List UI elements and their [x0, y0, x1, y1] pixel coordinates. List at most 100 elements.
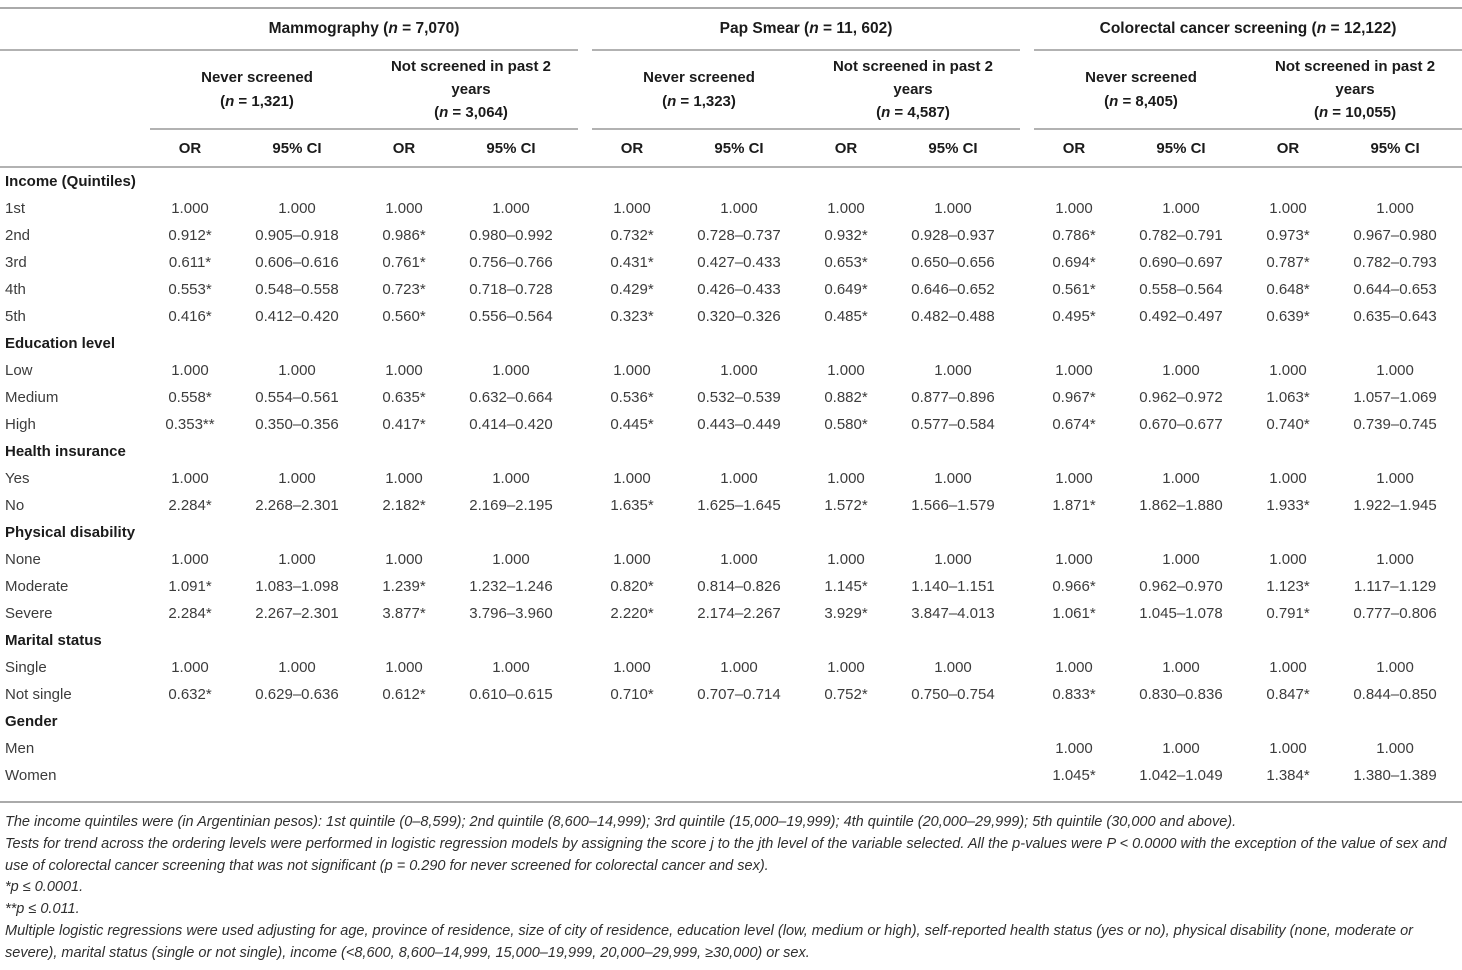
- ci-value: 1.140–1.151: [911, 578, 995, 595]
- subgroup-title-colorectal-not-screened-2y: Not screened in past 2 years (n = 10,055…: [1248, 50, 1462, 130]
- or-value: 0.791*: [1266, 605, 1310, 622]
- col-header-or: OR: [364, 129, 444, 168]
- column-gap: [578, 276, 592, 303]
- row-label: Women: [5, 767, 57, 784]
- stub-cell: [0, 129, 150, 168]
- ci-value: 1.000: [720, 551, 758, 568]
- ci-value: 1.000: [1162, 200, 1200, 217]
- or-value: 1.000: [827, 200, 865, 217]
- ci-value: 0.962–0.972: [1139, 389, 1223, 406]
- or-value: 1.000: [171, 362, 209, 379]
- or-value: 1.635*: [610, 497, 654, 514]
- ci-value: 0.646–0.652: [911, 281, 995, 298]
- or-value: 2.284*: [168, 605, 212, 622]
- or-value: 1.061*: [1052, 605, 1096, 622]
- or-value: 0.986*: [382, 227, 426, 244]
- or-value: 1.091*: [168, 578, 212, 595]
- table-row: 5th 0.416* 0.412–0.420 0.560* 0.556–0.564 0.3…: [0, 303, 1462, 330]
- table-body: Income (Quintiles) 1st 1.000 1.000 1.000 1.00…: [0, 167, 1462, 789]
- or-value: [150, 762, 230, 789]
- ci-value: 0.350–0.356: [255, 416, 339, 433]
- ci-value: 1.000: [720, 200, 758, 217]
- ci-value: 1.000: [934, 659, 972, 676]
- table-row: None 1.000 1.000 1.000 1.000 1.000 1.000 1.000 1…: [0, 546, 1462, 573]
- column-gap: [1020, 681, 1034, 708]
- column-gap: [1020, 600, 1034, 627]
- or-value: 0.445*: [610, 416, 654, 433]
- column-gap: [578, 9, 592, 50]
- col-header-ci: 95% CI: [1114, 129, 1249, 168]
- column-gap: [578, 492, 592, 519]
- or-value: 1.000: [827, 470, 865, 487]
- or-value: 0.323*: [610, 308, 654, 325]
- section-header: Gender: [5, 713, 58, 730]
- section-header-row: Income (Quintiles): [0, 167, 1462, 195]
- section-header: Income (Quintiles): [5, 173, 136, 190]
- section-header: Physical disability: [5, 524, 136, 541]
- ci-value: 1.000: [1376, 362, 1414, 379]
- column-gap: [578, 303, 592, 330]
- stub-cell: [0, 9, 150, 51]
- column-gap: [1020, 465, 1034, 492]
- col-header-or: OR: [592, 129, 672, 168]
- section-header-row: Gender: [0, 708, 1462, 735]
- column-gap: [578, 654, 592, 681]
- ci-value: 1.000: [720, 362, 758, 379]
- ci-value: 1.057–1.069: [1353, 389, 1437, 406]
- ci-value: 1.000: [934, 470, 972, 487]
- or-value: 0.761*: [382, 254, 426, 271]
- col-header-row: OR 95% CI OR 95% CI OR 95% CI OR 95% CI …: [0, 129, 1462, 168]
- ci-value: [886, 762, 1020, 789]
- or-value: 1.000: [1055, 470, 1093, 487]
- ci-value: 1.625–1.645: [697, 497, 781, 514]
- ci-value: 1.000: [934, 551, 972, 568]
- or-value: [806, 762, 886, 789]
- or-value: 0.882*: [824, 389, 868, 406]
- column-gap: [578, 681, 592, 708]
- column-gap: [1020, 411, 1034, 438]
- column-gap: [578, 384, 592, 411]
- or-value: 1.000: [1055, 659, 1093, 676]
- or-value: 0.560*: [382, 308, 426, 325]
- or-value: 0.732*: [610, 227, 654, 244]
- ci-value: 1.000: [934, 362, 972, 379]
- ci-value: [444, 762, 578, 789]
- column-gap: [1020, 50, 1034, 129]
- or-value: 0.536*: [610, 389, 654, 406]
- ci-value: 1.000: [720, 470, 758, 487]
- or-value: 1.000: [385, 362, 423, 379]
- group-title-mammography: Mammography (n = 7,070): [150, 9, 578, 51]
- ci-value: 1.000: [278, 551, 316, 568]
- ci-value: 0.750–0.754: [911, 686, 995, 703]
- row-label: Single: [5, 659, 47, 676]
- column-gap: [1020, 654, 1034, 681]
- subgroup-title-pap-smear-not-screened-2y: Not screened in past 2 years (n = 4,587): [806, 50, 1021, 130]
- or-value: 0.710*: [610, 686, 654, 703]
- ci-value: 0.644–0.653: [1353, 281, 1437, 298]
- ci-value: 2.268–2.301: [255, 497, 339, 514]
- or-value: 0.611*: [168, 254, 212, 271]
- ci-value: 0.756–0.766: [469, 254, 553, 271]
- or-value: 1.000: [1055, 551, 1093, 568]
- or-value: 0.966*: [1052, 578, 1096, 595]
- or-value: 1.000: [613, 470, 651, 487]
- ci-value: [444, 735, 578, 762]
- stub-cell: [0, 50, 150, 129]
- or-value: [592, 735, 672, 762]
- ci-value: 0.739–0.745: [1353, 416, 1437, 433]
- column-gap: [578, 129, 592, 168]
- or-value: 0.612*: [382, 686, 426, 703]
- ci-value: 0.320–0.326: [697, 308, 781, 325]
- ci-value: 1.000: [1376, 470, 1414, 487]
- or-value: 1.000: [171, 470, 209, 487]
- row-label: Yes: [5, 470, 30, 487]
- ci-value: 2.267–2.301: [255, 605, 339, 622]
- or-value: [364, 735, 444, 762]
- column-gap: [1020, 357, 1034, 384]
- subgroup-title-mammography-never-screened: Never screened (n = 1,321): [150, 50, 364, 130]
- col-header-ci: 95% CI: [886, 129, 1021, 168]
- footnote: **p ≤ 0.011.: [5, 901, 80, 917]
- or-value: 0.912*: [168, 227, 212, 244]
- or-value: 0.648*: [1266, 281, 1310, 298]
- column-gap: [1020, 9, 1034, 50]
